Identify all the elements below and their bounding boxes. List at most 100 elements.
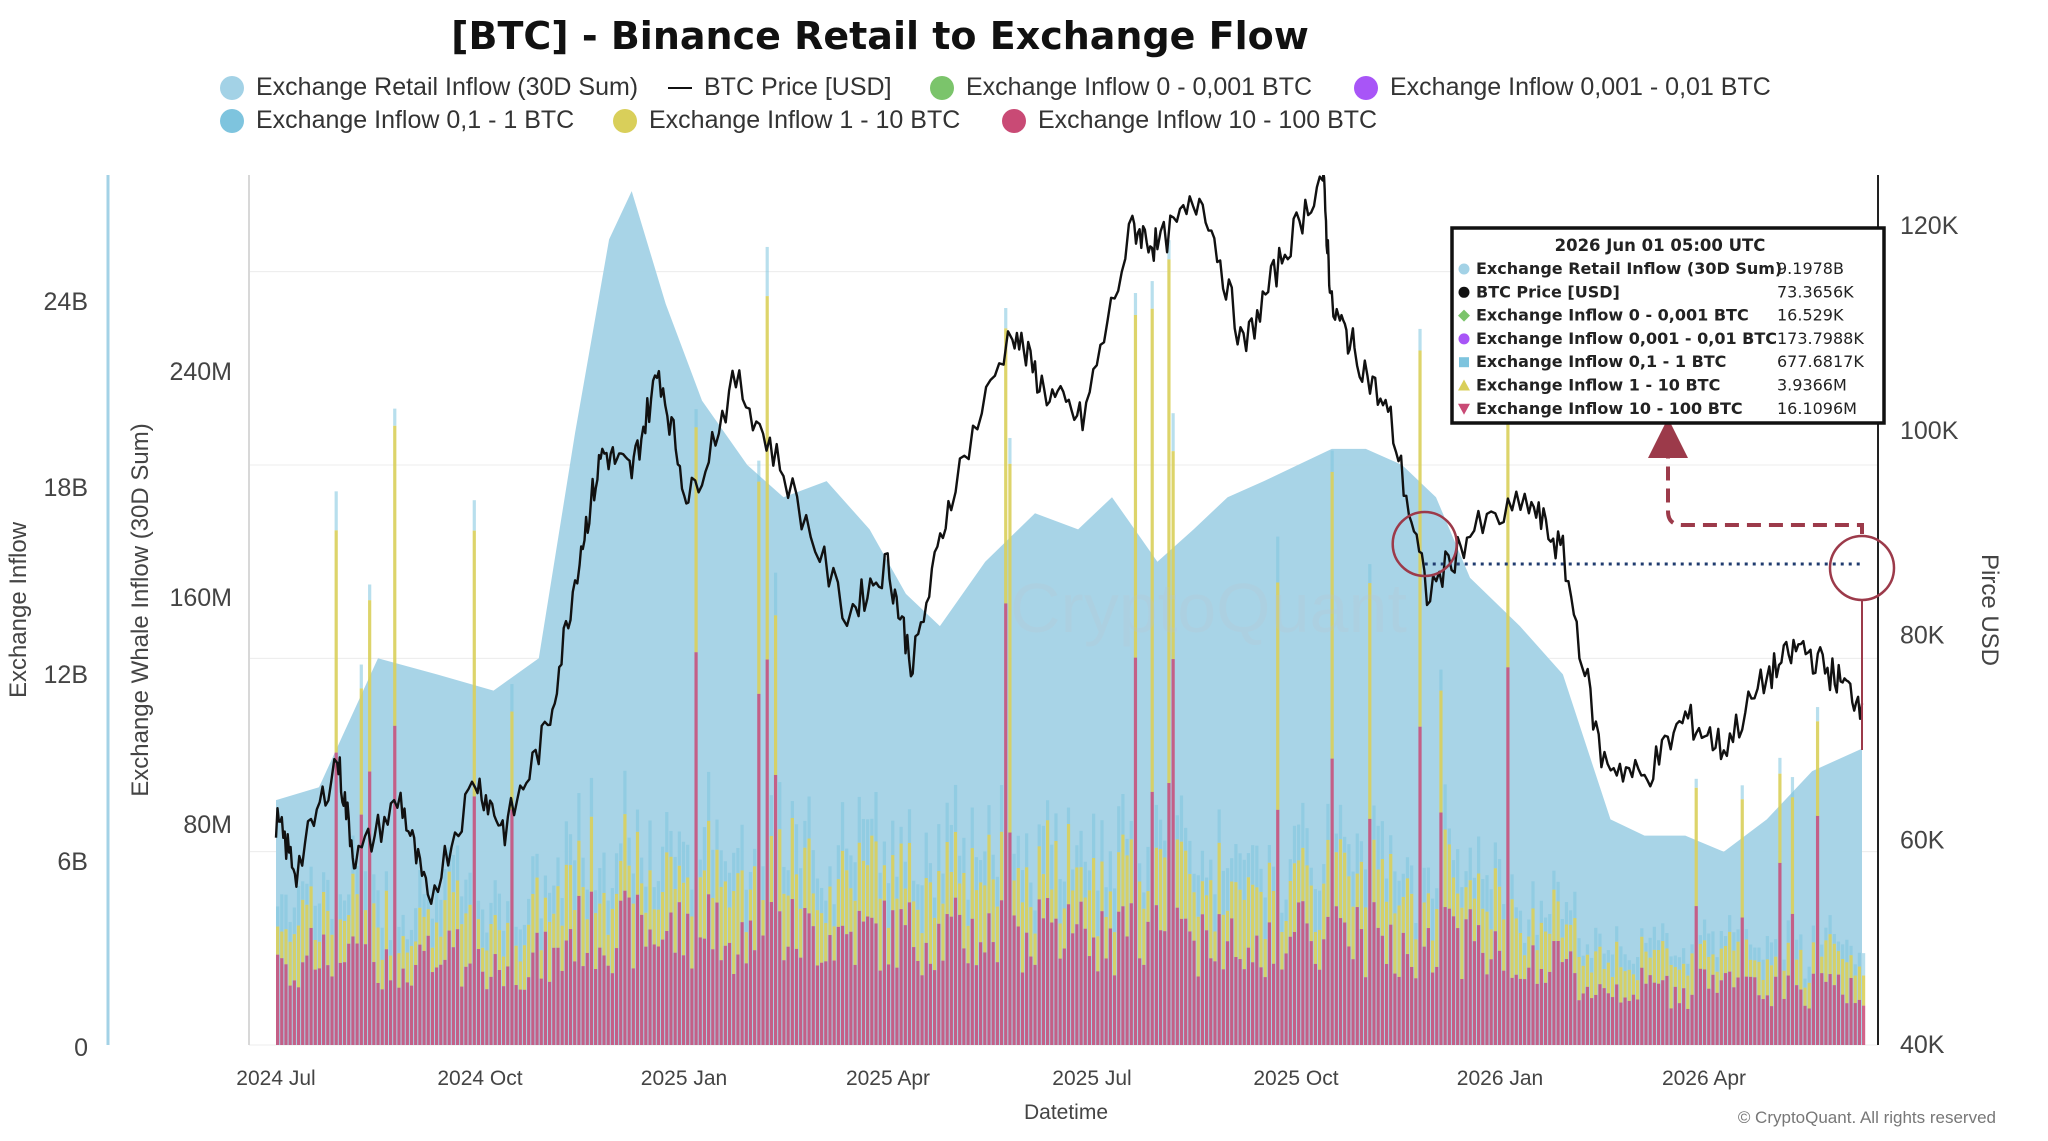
bar-segment xyxy=(560,925,564,971)
bar-segment xyxy=(292,934,296,981)
bar-segment xyxy=(920,975,924,1045)
bar-segment xyxy=(1711,974,1715,1045)
tooltip-row-value: 16.529K xyxy=(1777,306,1844,325)
bar-segment xyxy=(1079,867,1083,902)
bar-segment xyxy=(439,936,443,965)
bar-segment xyxy=(573,961,577,1045)
bar-segment xyxy=(589,891,594,1045)
bar-segment xyxy=(363,910,368,945)
bar-segment xyxy=(799,957,803,1045)
bar-segment xyxy=(1556,941,1560,1045)
bar-segment xyxy=(656,881,661,910)
bar-segment xyxy=(853,964,857,1045)
bar-segment xyxy=(1627,969,1631,1001)
bar-segment xyxy=(1322,883,1326,940)
bar-segment xyxy=(1849,955,1853,978)
bar-segment xyxy=(531,893,535,953)
bar-segment xyxy=(1029,882,1033,908)
bar-segment xyxy=(1267,862,1271,923)
bar-segment xyxy=(983,851,987,886)
bar-segment xyxy=(773,615,778,775)
bar-segment xyxy=(288,985,292,1045)
bar-segment xyxy=(485,950,489,990)
bar-segment xyxy=(1213,894,1217,932)
bar-segment xyxy=(1121,906,1125,1045)
bar-segment xyxy=(828,935,832,1045)
watermark: CryptoQuant xyxy=(1010,569,1407,647)
bar-segment xyxy=(1225,868,1230,911)
bar-segment xyxy=(393,425,397,726)
bar-segment xyxy=(1092,937,1096,1045)
bar-segment xyxy=(1313,931,1318,964)
bar-segment xyxy=(803,908,807,1045)
bar-segment xyxy=(1029,956,1033,1045)
bar-segment xyxy=(1422,902,1426,947)
bar-segment xyxy=(1631,994,1636,1045)
bar-segment xyxy=(778,782,782,830)
bar-segment xyxy=(296,987,301,1045)
bar-segment xyxy=(1368,818,1372,1045)
bar-segment xyxy=(891,855,895,911)
bar-segment xyxy=(707,820,711,895)
bar-segment xyxy=(707,771,711,821)
bar-segment xyxy=(510,711,514,810)
bar-segment xyxy=(1012,915,1016,1045)
bar-segment xyxy=(903,888,907,926)
bar-segment xyxy=(1464,887,1468,920)
bar-segment xyxy=(1267,922,1271,1045)
bar-segment xyxy=(342,900,347,921)
bar-segment xyxy=(953,784,958,832)
bar-segment xyxy=(301,881,305,900)
bar-segment xyxy=(1188,874,1192,932)
bar-segment xyxy=(1330,758,1334,1045)
bar-segment xyxy=(1092,857,1096,938)
bar-segment xyxy=(1623,954,1627,972)
bar-segment xyxy=(1364,907,1368,978)
tooltip-row-value: 73.3656K xyxy=(1777,282,1854,301)
bar-segment xyxy=(556,857,560,887)
x-tick-label: 2025 Jul xyxy=(1052,1067,1131,1090)
bar-segment xyxy=(937,824,941,872)
bar-segment xyxy=(1828,974,1832,1045)
bar-segment xyxy=(1242,859,1246,900)
bar-segment xyxy=(1610,977,1615,998)
bar-segment xyxy=(1075,924,1079,1045)
bar-segment xyxy=(443,900,447,960)
bar-segment xyxy=(648,870,652,930)
bar-segment xyxy=(1129,820,1133,840)
bar-segment xyxy=(1405,878,1410,955)
bar-segment xyxy=(1652,949,1656,983)
bar-segment xyxy=(1640,967,1644,1045)
bar-segment xyxy=(1171,659,1175,1045)
bar-segment xyxy=(1372,839,1376,903)
bar-segment xyxy=(598,868,602,904)
bar-segment xyxy=(1497,950,1502,1045)
bar-segment xyxy=(489,902,493,925)
bar-segment xyxy=(1477,925,1481,1045)
bar-segment xyxy=(1862,1005,1866,1045)
tooltip-row-label: Exchange Retail Inflow (30D Sum) xyxy=(1476,259,1782,278)
bar-segment xyxy=(1397,905,1401,977)
bar-segment xyxy=(1087,890,1092,957)
bar-segment xyxy=(744,963,748,1045)
bar-segment xyxy=(1422,946,1426,1045)
bar-segment xyxy=(707,894,711,1045)
bar-segment xyxy=(1045,820,1050,899)
bar-segment xyxy=(1673,986,1677,1045)
bar-segment xyxy=(1246,877,1251,948)
bar-segment xyxy=(1368,564,1372,584)
bar-segment xyxy=(1824,927,1828,941)
y-inner-tick-label: 80M xyxy=(183,811,232,839)
bar-segment xyxy=(1652,982,1656,1045)
bar-segment xyxy=(1543,982,1548,1045)
bar-segment xyxy=(1426,928,1430,1045)
bar-segment xyxy=(518,989,522,1045)
bar-segment xyxy=(1832,943,1836,986)
bar-segment xyxy=(1184,918,1188,1045)
bar-segment xyxy=(1179,841,1184,919)
bar-segment xyxy=(313,939,317,970)
tooltip-row-value: 16.1096M xyxy=(1777,399,1857,418)
bar-segment xyxy=(928,963,933,1045)
bar-segment xyxy=(1560,962,1564,1045)
bar-segment xyxy=(1242,969,1246,1045)
